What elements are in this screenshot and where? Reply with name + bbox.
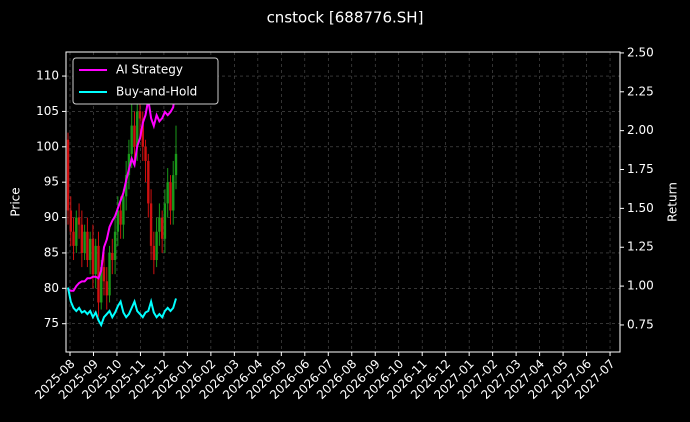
candle-body (136, 111, 139, 147)
candle-body (86, 231, 89, 261)
candle-body (160, 217, 164, 239)
y-tick-label: 90 (44, 210, 59, 224)
candle-body (72, 231, 75, 246)
y-tick-label: 75 (44, 316, 59, 330)
candle-body (149, 203, 153, 246)
y2-tick-label: 0.75 (627, 317, 654, 331)
candle-body (88, 238, 92, 261)
y-tick-label: 85 (44, 245, 59, 259)
candle-body (77, 217, 81, 225)
legend-label: Buy-and-Hold (116, 85, 197, 99)
candle-body (97, 245, 100, 303)
chart-title: cnstock [688776.SH] (267, 9, 424, 27)
candle-body (152, 245, 156, 261)
y2-tick-label: 2.50 (627, 45, 654, 59)
candle-body (94, 245, 97, 275)
legend-label: AI Strategy (116, 63, 183, 77)
y2-tick-label: 1.25 (627, 240, 654, 254)
y2-tick-label: 2.00 (627, 123, 654, 137)
y-tick-label: 95 (44, 175, 59, 189)
candle-body (130, 125, 133, 154)
y2-tick-label: 1.50 (627, 201, 654, 215)
legend-box (72, 57, 219, 105)
plot-frame (65, 51, 621, 353)
y2-tick-label: 1.00 (627, 279, 654, 293)
candle-body (91, 238, 95, 275)
candle-body (102, 267, 106, 282)
y2-tick-label: 1.75 (627, 162, 654, 176)
y2-axis-label: Return (666, 182, 680, 222)
y2-tick-label: 2.25 (627, 84, 654, 98)
line-series (67, 83, 177, 292)
candle-body (69, 210, 72, 232)
candle-body (172, 175, 175, 211)
candle-body (111, 252, 114, 261)
candle-body (166, 182, 169, 204)
line-series (67, 287, 177, 328)
candle-body (122, 196, 125, 225)
candle-body (158, 217, 161, 232)
candle-body (100, 267, 103, 303)
candle-body (133, 125, 136, 147)
candle-body (75, 217, 78, 246)
candle-body (105, 281, 108, 296)
candle-body (144, 146, 147, 161)
candle-body (163, 203, 167, 239)
candle-body (169, 182, 172, 211)
candle-body (108, 252, 111, 296)
y-tick-label: 80 (44, 281, 59, 295)
y-tick-label: 110 (36, 69, 59, 83)
candle-body (155, 231, 158, 261)
candle-body (147, 160, 150, 204)
candle-body (124, 175, 128, 197)
candle-body (127, 153, 131, 176)
candle-body (83, 231, 86, 253)
candle-body (138, 111, 142, 119)
y-tick-label: 100 (36, 139, 59, 153)
candle-body (80, 224, 84, 253)
y-axis-label: Price (9, 187, 23, 216)
candle-body (66, 139, 70, 211)
candle-body (119, 210, 122, 225)
y-tick-label: 105 (36, 104, 59, 118)
candle-body (174, 153, 178, 176)
candle-body (113, 231, 117, 261)
candle-body (116, 210, 120, 232)
candle-body (141, 118, 144, 147)
legend: AI Strategy Buy-and-Hold (72, 57, 219, 105)
